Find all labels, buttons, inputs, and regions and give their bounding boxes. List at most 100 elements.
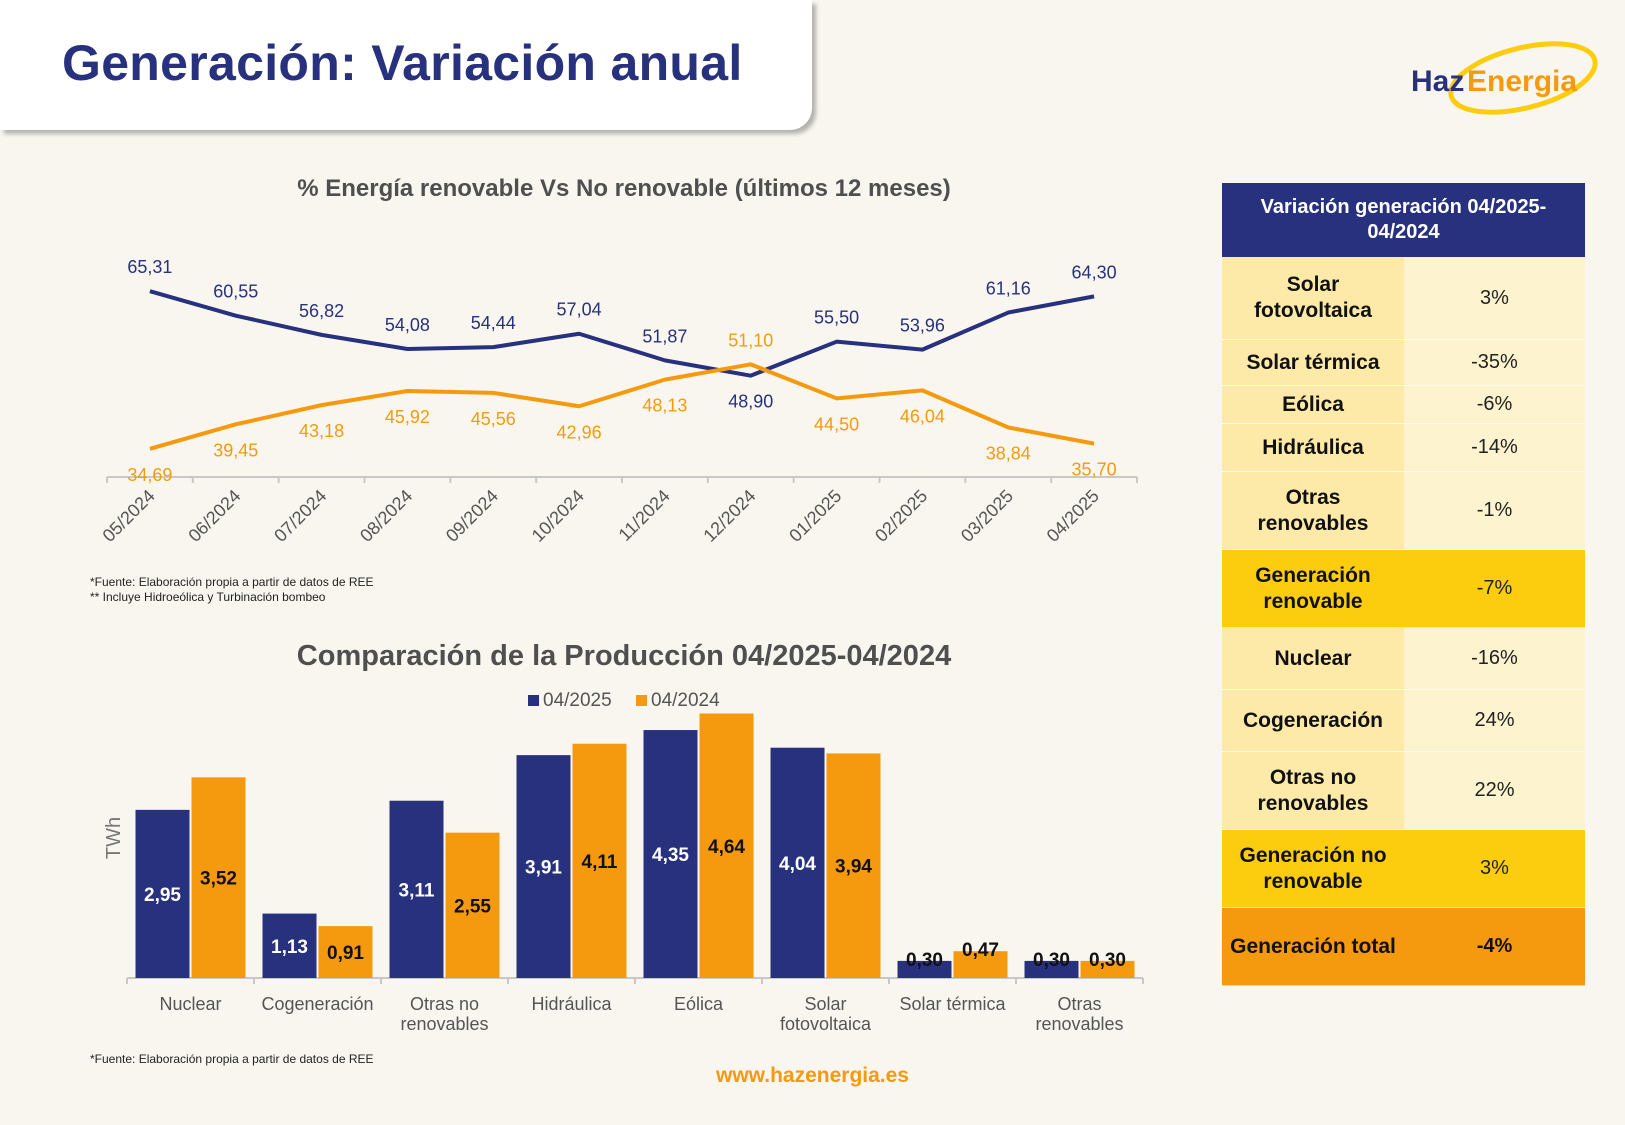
legend-label: 04/2024	[651, 690, 720, 711]
bar	[897, 960, 952, 978]
line-chart-title: % Energía renovable Vs No renovable (últ…	[297, 175, 951, 202]
table-row-value: -14%	[1471, 436, 1518, 458]
table-title: Variación generación 04/2025-04/2024	[1222, 183, 1585, 257]
table-row-label: Solar fotovoltaica	[1222, 257, 1404, 339]
table-row: Otras no renovables 22%	[1222, 752, 1585, 830]
line-data-label: 57,04	[557, 300, 602, 320]
line-data-label: 39,45	[213, 440, 258, 460]
table-row-label: Nuclear	[1222, 628, 1404, 689]
table-row-value: -35%	[1471, 351, 1518, 373]
line-data-label: 65,31	[127, 257, 172, 277]
table-row: Generación no renovable 3%	[1222, 830, 1585, 908]
bar-data-label: 0,30	[906, 950, 943, 971]
table-row-value: -6%	[1476, 393, 1513, 415]
bar-category-label: Hidráulica	[531, 994, 612, 1014]
table-row: Solar fotovoltaica 3%	[1222, 257, 1585, 340]
line-chart: 05/2024 06/2024 07/2024 08/2024 09/2024 10/20…	[99, 257, 1138, 546]
bar	[318, 926, 373, 978]
page-title: Generación: Variación anual	[62, 35, 743, 91]
bar	[643, 730, 698, 978]
line-data-label: 60,55	[213, 282, 258, 302]
bar	[516, 755, 571, 978]
line-data-label: 45,56	[471, 409, 516, 429]
bar-category-label: Nuclear	[159, 994, 221, 1014]
legend-swatch	[528, 695, 539, 706]
line-x-tick-label: 08/2024	[356, 486, 416, 546]
line-data-label: 43,18	[299, 421, 344, 441]
table-row-value: -7%	[1476, 577, 1513, 599]
bar-category-label: Solar térmica	[899, 994, 1006, 1014]
bar-category-label: Otras	[1057, 994, 1101, 1014]
table-row-label: Cogeneración	[1222, 690, 1404, 751]
line-x-tick-label: 03/2025	[957, 486, 1017, 546]
line-data-label: 48,90	[728, 392, 773, 412]
table-row-label: Generación renovable	[1255, 563, 1371, 613]
line-x-tick-label: 12/2024	[699, 486, 759, 546]
bar	[445, 832, 500, 978]
bar	[1024, 960, 1079, 978]
line-series-renovable-top	[149, 289, 1095, 378]
line-data-label: 61,16	[986, 279, 1031, 299]
bar-data-label: 0,47	[962, 940, 999, 961]
table-row-value: -4%	[1476, 935, 1513, 957]
bar-category-label: renovables	[1035, 1014, 1123, 1034]
footer-url[interactable]: www.hazenergia.es	[716, 1064, 909, 1087]
bar	[191, 777, 246, 978]
table-row-value: -1%	[1476, 499, 1513, 521]
bar	[572, 743, 627, 978]
bar-data-label: 0,30	[1089, 950, 1126, 971]
line-x-tick-label: 05/2024	[99, 486, 159, 546]
table-row-label: Hidráulica	[1222, 424, 1404, 471]
bar-data-label: 0,30	[1033, 950, 1070, 971]
table-row: Otras renovables -1%	[1222, 472, 1585, 550]
line-series-renovable-bottom	[149, 362, 1095, 451]
bar-data-label: 4,64	[708, 837, 745, 858]
bar-data-label: 3,91	[525, 858, 562, 879]
line-x-tick-label: 02/2025	[871, 486, 931, 546]
bar	[262, 913, 317, 978]
line-x-tick-label: 11/2024	[615, 486, 674, 545]
bar-data-label: 1,13	[271, 937, 308, 958]
table-row: Cogeneración 24%	[1222, 690, 1585, 752]
line-data-label: 54,44	[471, 313, 516, 333]
bar	[1080, 960, 1135, 978]
table-row-value: 22%	[1474, 779, 1515, 801]
bar-category-label: Eólica	[674, 994, 724, 1014]
line-x-tick-label: 07/2024	[270, 486, 330, 546]
line-source-note: *Fuente: Elaboración propia a partir de …	[90, 575, 374, 589]
bar-source-note: *Fuente: Elaboración propia a partir de …	[90, 1052, 374, 1066]
line-x-tick-label: 04/2025	[1043, 486, 1103, 546]
bar-category-label: fotovoltaica	[780, 1014, 872, 1034]
line-include-note: ** Incluye Hidroeólica y Turbinación bom…	[90, 590, 326, 604]
line-data-label: 44,50	[814, 414, 859, 434]
line-data-label: 51,10	[728, 330, 773, 350]
line-x-tick-label: 09/2024	[442, 486, 502, 546]
bar-category-label: Cogeneración	[261, 994, 373, 1014]
table-row-value: 3%	[1480, 286, 1509, 309]
table-row-label: Generación total	[1230, 934, 1396, 958]
line-data-label: 34,69	[127, 465, 172, 485]
legend-label: 04/2025	[543, 690, 612, 711]
line-data-label: 38,84	[986, 443, 1031, 463]
bar-data-label: 4,35	[652, 845, 689, 866]
line-data-label: 53,96	[900, 316, 945, 336]
line-data-label: 54,08	[385, 315, 430, 335]
table-row: Generación total -4%	[1222, 908, 1585, 986]
line-data-label: 56,82	[299, 301, 344, 321]
bar	[826, 753, 881, 978]
line-data-label: 42,96	[557, 422, 602, 442]
bar	[699, 713, 754, 978]
bar-y-axis-label: TWh	[103, 817, 125, 859]
line-x-tick-label: 01/2025	[785, 486, 845, 546]
line-x-tick-label: 06/2024	[184, 486, 244, 546]
logo-haz: Haz	[1411, 65, 1464, 98]
table-row-label: Otras no renovables	[1222, 752, 1404, 829]
legend-swatch	[636, 695, 647, 706]
bar	[953, 951, 1008, 978]
bar-category-label: Otras no	[410, 994, 479, 1014]
header-card: Generación: Variación anual	[0, 0, 812, 130]
bar-chart-title: Comparación de la Producción 04/2025-04/…	[296, 640, 952, 672]
bar-data-label: 3,52	[200, 869, 237, 890]
line-data-label: 45,92	[385, 407, 430, 427]
bar-category-label: Solar	[804, 994, 846, 1014]
